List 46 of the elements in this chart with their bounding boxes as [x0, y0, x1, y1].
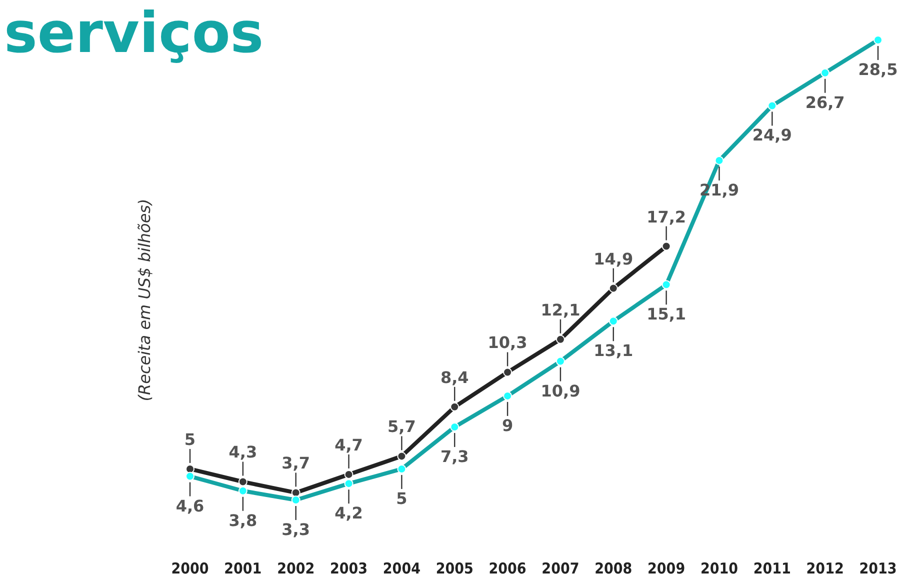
point — [450, 402, 460, 412]
x-tick-label: 2012 — [806, 560, 844, 578]
data-label: 3,7 — [282, 454, 310, 473]
data-label: 9 — [502, 416, 514, 435]
x-tick-label: 2008 — [594, 560, 632, 578]
data-label: 24,9 — [752, 126, 792, 145]
x-tick-label: 2009 — [648, 560, 686, 578]
chart-title: serviços — [4, 1, 264, 66]
x-tick-label: 2013 — [859, 560, 897, 578]
data-label: 8,4 — [440, 368, 469, 387]
data-label: 14,9 — [594, 249, 634, 268]
data-label: 4,2 — [334, 504, 363, 523]
x-tick-label: 2010 — [700, 560, 738, 578]
data-label: 3,3 — [282, 520, 310, 539]
point — [238, 477, 248, 486]
data-label: 4,7 — [334, 435, 363, 454]
data-label: 5 — [396, 488, 408, 508]
data-label: 28,5 — [858, 60, 898, 79]
x-tick-label: 2006 — [488, 560, 526, 578]
x-tick-label: 2005 — [436, 560, 474, 578]
x-tick-label: 2003 — [330, 560, 368, 578]
x-tick-label: 2011 — [753, 560, 791, 578]
x-tick-label: 2002 — [277, 560, 315, 578]
point — [608, 284, 618, 293]
data-label: 7,3 — [440, 446, 469, 466]
point — [503, 368, 512, 377]
data-label: 5 — [184, 430, 196, 449]
data-label: 26,7 — [805, 92, 845, 112]
data-label: 12,1 — [540, 300, 580, 320]
data-label: 10,3 — [488, 333, 528, 352]
y-axis-title: (Receita em US$ bilhões) — [135, 198, 154, 402]
data-label: 3,8 — [228, 510, 258, 530]
x-tick-label: 2001 — [224, 560, 262, 578]
data-label: 4,3 — [228, 442, 258, 462]
data-label: 4,6 — [176, 496, 204, 516]
data-label: 13,1 — [594, 341, 634, 360]
x-tick-label: 2000 — [171, 560, 209, 578]
point — [556, 334, 565, 344]
x-tick-label: 2004 — [382, 560, 420, 578]
data-label: 10,9 — [540, 381, 580, 400]
point — [662, 242, 671, 251]
data-label: 17,2 — [646, 207, 686, 226]
data-label: 5,7 — [388, 417, 416, 436]
point — [397, 452, 406, 461]
data-label: 15,1 — [646, 304, 686, 324]
x-tick-label: 2007 — [542, 560, 580, 578]
